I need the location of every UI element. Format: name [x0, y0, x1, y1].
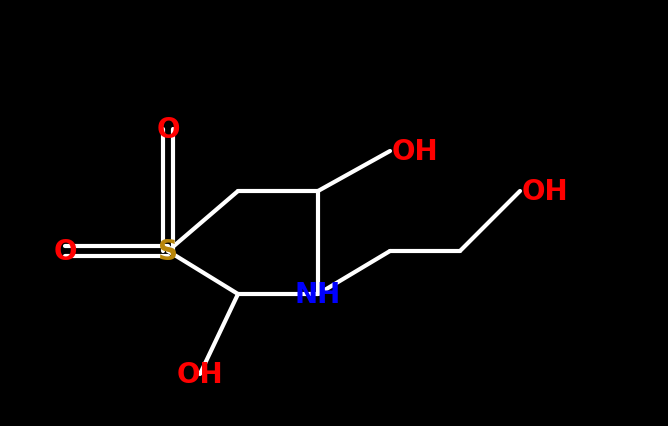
Text: O: O	[53, 237, 77, 265]
Text: S: S	[158, 237, 178, 265]
Text: OH: OH	[177, 360, 223, 388]
Text: OH: OH	[392, 138, 439, 166]
Text: NH: NH	[295, 280, 341, 308]
Text: O: O	[156, 116, 180, 144]
Text: OH: OH	[522, 178, 568, 205]
